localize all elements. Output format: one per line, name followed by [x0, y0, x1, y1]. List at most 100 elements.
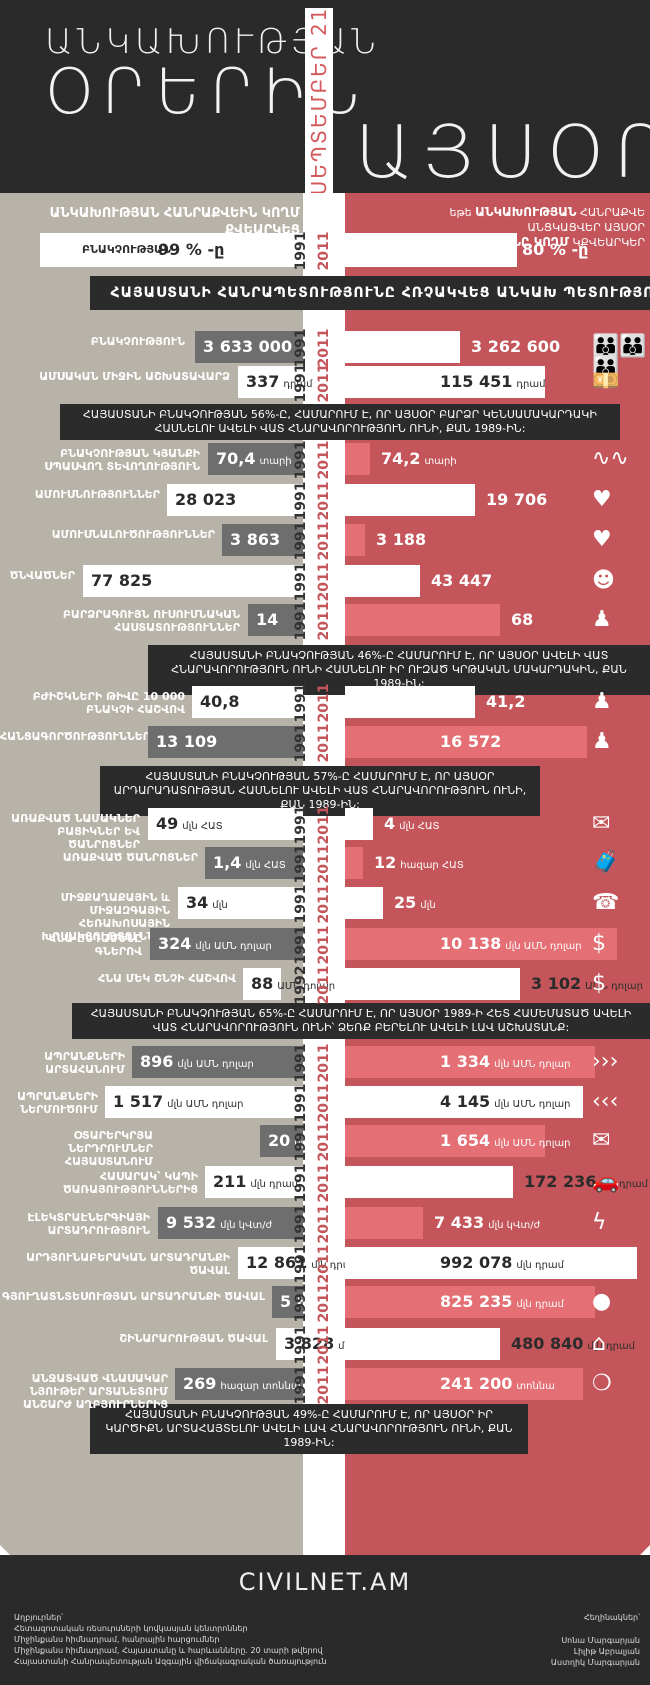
heart-icon: ♥: [592, 487, 612, 512]
year-label-1991: 1991: [293, 1244, 309, 1284]
year-label-2011: 2011: [316, 1122, 332, 1162]
year-label-2011: 2011: [316, 1043, 332, 1083]
dollar-icon: $: [592, 971, 606, 996]
year-label-2011: 2011: [316, 925, 332, 965]
row-value-2011: 12 հազար ՀԱՏ: [374, 853, 464, 872]
smoke-icon: ❍: [592, 1371, 612, 1396]
banner-band6: ՀԱՅԱՍՏԱՆԻ ԲՆԱԿՉՈՒԹՅԱՆ 49%-Ը ՀԱՄԱՐՈՒՄ Է, …: [90, 1404, 528, 1454]
banknote-icon: 💴: [592, 369, 620, 394]
year-label-2011: 2011: [316, 521, 332, 561]
row-value-1991: 28 023: [175, 490, 237, 509]
row-bar-2011: [345, 366, 545, 398]
envelope-icon: ✉: [592, 811, 611, 836]
car-icon: 🚗: [592, 1169, 620, 1194]
row-unit-1991: մլն ՀԱՏ: [245, 860, 286, 871]
row-label: ՀԱՆՑԱԳՈՐԾՈՒԹՅՈՒՆՆԵՐ: [0, 730, 150, 743]
row-bar-2011: [345, 1046, 595, 1078]
row-value-2011: 1 334 մլն ԱՄՆ դոլար: [440, 1052, 571, 1071]
year-label-2011: 2011: [316, 363, 332, 403]
row-unit-1991: մլն ԱՄՆ դոլար: [294, 1138, 371, 1149]
row-value-2011: 4 մլն ՀԱՏ: [384, 814, 440, 833]
year-label-2011: 2011: [316, 1204, 332, 1244]
row-value-2011: 480 840 մլն դրամ: [511, 1334, 635, 1353]
row-unit-1991: մլն ԱՄՆ դոլար: [195, 941, 272, 952]
broken-heart-icon: ♥: [592, 527, 612, 552]
footer: [0, 1555, 650, 1685]
corner-left: [0, 1545, 10, 1555]
row-bar-1991: [158, 1207, 303, 1239]
row-value-1991: 34 մլն: [186, 893, 228, 912]
row-unit-1991: մլն ԱՄՆ դոլար: [177, 1059, 254, 1070]
year-label-1991: 1991: [293, 1365, 309, 1405]
row-label: ԲԺԻՇԿՆԵՐԻ ԹԻՎԸ 10 000 ԲՆԱԿՉԻ ՀԱՇՎՈՎ: [32, 690, 185, 716]
row-unit-1991: տարի: [259, 456, 292, 467]
row-bar-2011: [345, 484, 475, 516]
row-bar-1991: [178, 887, 303, 919]
sources-title: Աղբյուրներ՝: [14, 1613, 64, 1622]
row-bar-1991: [205, 1166, 303, 1198]
row-value-1991: 324 մլն ԱՄՆ դոլար: [158, 934, 272, 953]
row-value-2011: 16 572: [440, 732, 502, 751]
row-value-2011: 7 433 մլն կՎտ/ժ: [434, 1213, 541, 1232]
row-unit-1991: դրամ: [283, 379, 313, 390]
row-value-1991: 20 մլն ԱՄՆ դոլար: [268, 1131, 371, 1150]
row-bar-1991: [132, 1046, 303, 1078]
author-item: Լիլիթ Աբրալյան: [573, 1647, 640, 1656]
year-label-2011: 2011: [316, 805, 332, 845]
fruit-icon: ●: [592, 1289, 612, 1314]
year-label-1991: 1991: [293, 925, 309, 965]
row-unit-2011: մլն կՎտ/ժ: [488, 1220, 541, 1231]
row-value-2011: 4 145 մլն ԱՄՆ դոլար: [440, 1092, 571, 1111]
row-value-1991: 3 863: [230, 530, 281, 549]
row-unit-2011: հազար ՀԱՏ: [400, 860, 464, 871]
heartbeat-icon: ∿∿: [592, 446, 629, 471]
row-bar-1991: [105, 1086, 303, 1118]
telephone-icon: ☎: [592, 890, 620, 915]
row-unit-2011: մլն ԱՄՆ դոլար: [494, 1138, 571, 1149]
year-label-1991: 1991: [293, 1283, 309, 1323]
row-value-1991: 13 109: [156, 732, 218, 751]
row-value-2011: 19 706: [486, 490, 548, 509]
row-bar-2011: [345, 726, 587, 758]
row-bar-2011: [345, 887, 383, 919]
row-bar-2011: [345, 524, 365, 556]
header-date-strip: ՍԵՊՏԵՄԲԵՐ 21: [305, 6, 333, 195]
year-right-intro: 2011: [316, 231, 332, 271]
row-unit-2011: մլն ԱՄՆ դոլար: [494, 1099, 571, 1110]
year-label-2011: 2011: [316, 562, 332, 602]
row-value-2011: 41,2: [486, 692, 526, 711]
row-value-1991: 269 հազար տոննա: [183, 1374, 301, 1393]
intro-left-bar: [40, 233, 303, 267]
year-label-1991: 1991: [293, 1163, 309, 1203]
row-unit-1991: մլն ՀԱՏ: [182, 821, 223, 832]
row-value-1991: 70,4 տարի: [216, 449, 292, 468]
year-label-1991: 1991: [293, 1204, 309, 1244]
row-bar-1991: [272, 1286, 303, 1318]
investment-envelope-icon: ✉: [592, 1128, 611, 1153]
row-bar-2011: [345, 1286, 595, 1318]
row-bar-2011: [345, 1166, 513, 1198]
row-label: ԲՆԱԿՉՈՒԹՅՈՒՆ: [90, 335, 185, 348]
intro-left-value: 99 % -ը: [158, 240, 225, 259]
row-value-1991: 1,4 մլն ՀԱՏ: [213, 853, 286, 872]
row-bar-1991: [276, 1328, 303, 1360]
row-value-2011: 172 236 մլն դրամ: [524, 1172, 648, 1191]
year-label-1991: 1991: [293, 363, 309, 403]
row-unit-1991: մլն կՎտ/ժ: [220, 1220, 273, 1231]
row-bar-2011: [345, 847, 363, 879]
year-label-2011: 2011: [316, 1325, 332, 1365]
row-value-2011: 43 447: [431, 571, 493, 590]
source-item: Հետազոտական ռեսուրսների կովկասյան կենտրո…: [14, 1624, 248, 1633]
house-icon: ⌂: [592, 1331, 606, 1356]
authors-title: Հեղինակներ՝: [584, 1613, 640, 1622]
row-label: ԱՄՈՒՍՆԱԼՈՒԾՈՒԹՅՈՒՆՆԵՐ: [51, 528, 215, 541]
year-label-1991: 1991: [293, 1083, 309, 1123]
row-bar-2011: [345, 1207, 423, 1239]
banner-band1: ՀԱՅԱՍՏԱՆԻ ՀԱՆՐԱՊԵՏՈՒԹՅՈՒՆԸ ՀՌՉԱԿՎԵՑ ԱՆԿԱ…: [90, 276, 650, 310]
source-item: Միջինքանս հիմնադրամ, Հայաստանը և հարևանն…: [14, 1646, 323, 1655]
row-unit-1991: մլն ԱՄՆ դոլար: [167, 1099, 244, 1110]
intro-right-bar: [345, 233, 517, 267]
intro-right-value: 80 % -ը: [522, 240, 589, 259]
row-bar-2011: [345, 928, 617, 960]
row-value-1991: 88 ԱՄՆ դոլար: [251, 974, 336, 993]
